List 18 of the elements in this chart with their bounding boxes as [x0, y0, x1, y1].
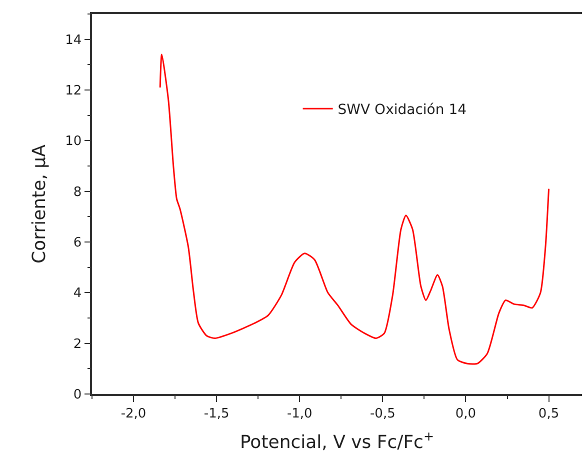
x-tick-label: -0,5 — [370, 406, 396, 422]
x-tick-label: 0,0 — [455, 406, 476, 422]
x-tick-label: -1,5 — [204, 406, 230, 422]
y-tick-label: 10 — [65, 134, 82, 150]
y-tick-label: 4 — [73, 286, 82, 302]
line-series — [159, 54, 550, 364]
x-tick-label: -1,0 — [286, 406, 312, 422]
y-tick-label: 12 — [65, 84, 82, 99]
x-tick-label: 0,5 — [538, 406, 560, 422]
y-tick-label: 8 — [73, 184, 82, 200]
y-tick-label: 14 — [65, 32, 82, 48]
y-tick-label: 0 — [73, 388, 82, 403]
x-tick-label: -2,0 — [120, 406, 146, 422]
legend-label: SWV Oxidación 14 — [338, 102, 467, 118]
y-axis-title: Corriente, µA — [28, 144, 50, 264]
y-tick-label: 6 — [73, 236, 82, 251]
x-axis-title: Potencial, V vs Fc/Fc$^{+}$ — [240, 428, 434, 453]
y-tick-label: 2 — [73, 336, 82, 352]
